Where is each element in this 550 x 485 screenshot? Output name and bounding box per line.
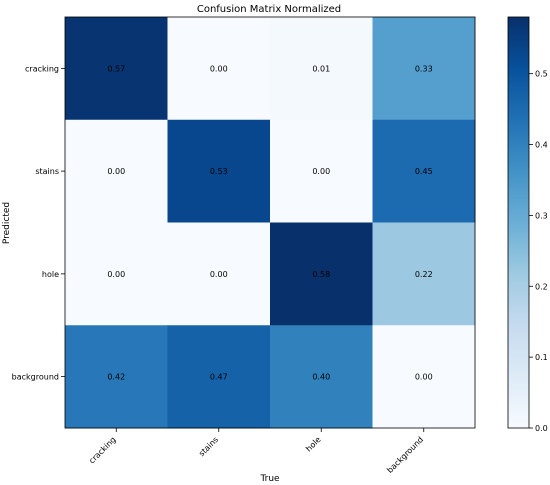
cell-value-label: 0.57	[107, 64, 125, 73]
heatmap-cell	[65, 325, 168, 429]
x-tick-label: hole	[304, 435, 323, 454]
cell-value-label: 0.58	[312, 270, 330, 279]
heatmap-cell	[372, 325, 476, 429]
cell-value-label: 0.53	[210, 167, 228, 176]
heatmap-cell	[372, 119, 476, 223]
cell-value-label: 0.00	[312, 167, 330, 176]
x-tick-label: background	[385, 435, 425, 475]
cell-value-label: 0.00	[210, 64, 228, 73]
cell-value-label: 0.47	[210, 373, 228, 382]
plot-frame	[64, 16, 476, 429]
x-axis-ticks: cracking stains hole background	[87, 428, 425, 475]
y-axis-ticks: cracking stains hole background	[12, 64, 65, 382]
heatmap-cell-labels: 0.57 0.00 0.01 0.33 0.00 0.53 0.00 0.45 0.00 0.00…	[107, 64, 432, 381]
cell-value-label: 0.33	[415, 64, 433, 73]
heatmap-cell	[167, 222, 271, 326]
heatmap-cell	[167, 325, 271, 429]
heatmap-cell	[270, 119, 373, 223]
cell-value-label: 0.00	[107, 167, 125, 176]
colorbar-tick-label: 0.3	[535, 211, 548, 220]
heatmap-cell	[65, 119, 168, 223]
colorbar-tick-label: 0.5	[535, 70, 548, 79]
heatmap-cell	[270, 17, 373, 121]
x-tick-label: cracking	[87, 435, 117, 465]
colorbar-tick-label: 0.1	[535, 353, 548, 362]
heatmap-cell	[270, 222, 373, 326]
cell-value-label: 0.01	[312, 64, 330, 73]
heatmap-cell	[270, 325, 373, 429]
colorbar-tick-label: 0.0	[535, 424, 548, 433]
y-tick-label: stains	[35, 167, 59, 176]
cell-value-label: 0.45	[415, 167, 433, 176]
cell-value-label: 0.00	[210, 270, 228, 279]
heatmap-cells	[65, 17, 476, 429]
heatmap-cell	[372, 222, 476, 326]
heatmap-cell	[167, 17, 271, 121]
colorbar-tick-label: 0.4	[535, 141, 548, 150]
colorbar	[507, 16, 530, 429]
cell-value-label: 0.42	[107, 373, 125, 382]
y-tick-label: cracking	[25, 64, 59, 73]
y-axis-label: Predicted	[2, 202, 12, 244]
cell-value-label: 0.00	[107, 270, 125, 279]
cell-value-label: 0.40	[312, 373, 330, 382]
y-tick-label: hole	[42, 270, 59, 279]
chart-title: Confusion Matrix Normalized	[197, 4, 341, 15]
heatmap-cell	[65, 222, 168, 326]
heatmap-cell	[65, 17, 168, 121]
cell-value-label: 0.22	[415, 270, 433, 279]
cell-value-label: 0.00	[415, 373, 433, 382]
colorbar-ticks: 0.0 0.1 0.2 0.3 0.4 0.5	[529, 70, 548, 433]
heatmap-cell	[372, 17, 476, 121]
x-axis-label: True	[259, 474, 280, 484]
y-tick-label: background	[12, 373, 59, 382]
heatmap-cell	[167, 119, 271, 223]
x-tick-label: stains	[197, 435, 220, 458]
colorbar-tick-label: 0.2	[535, 282, 548, 291]
